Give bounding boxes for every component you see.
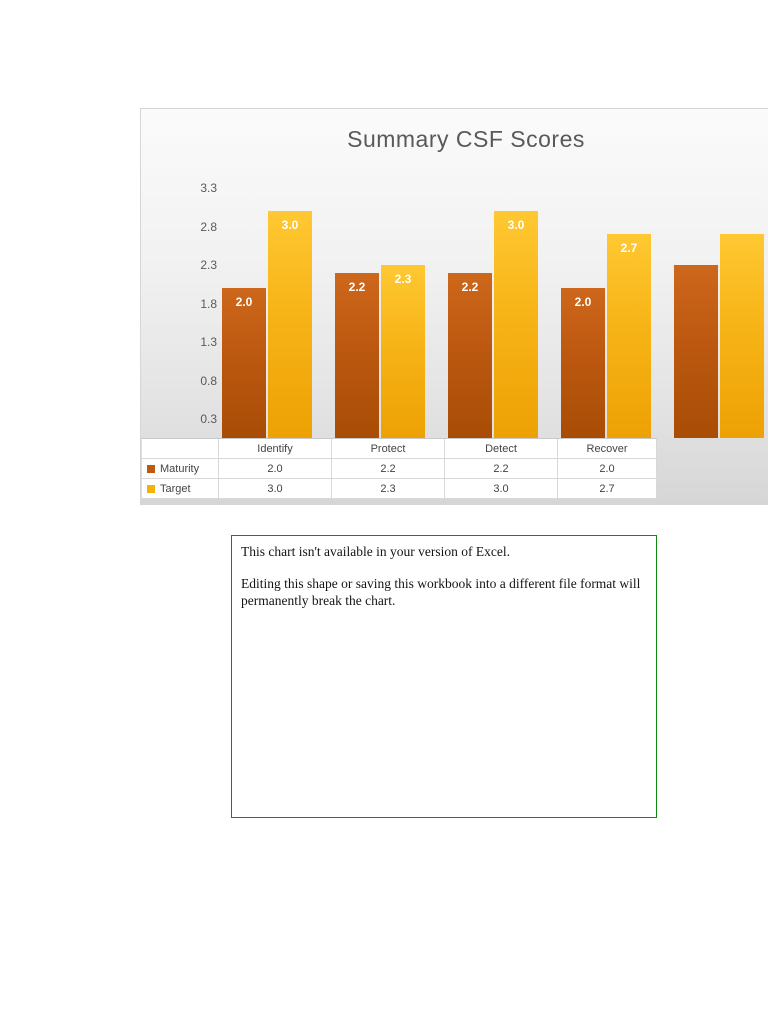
- notice-line-2: Editing this shape or saving this workbo…: [241, 576, 641, 608]
- legend-cell-label: Maturity: [160, 462, 200, 475]
- table-header-cell-label: Recover: [586, 442, 628, 455]
- bar-data-label: 3.0: [507, 218, 525, 232]
- table-value-cell: 2.0: [558, 459, 657, 479]
- table-value-cell: 3.0: [219, 479, 332, 499]
- chart-title: Summary CSF Scores: [347, 126, 585, 152]
- table-header-cell-label: Identify: [257, 442, 293, 455]
- table-header-cell: Recover: [558, 439, 657, 459]
- table-value-cell: 2.3: [332, 479, 445, 499]
- maturity-bar: 2.2: [335, 272, 379, 438]
- table-header-cell: Detect: [445, 439, 558, 459]
- y-axis-label: 2.8: [200, 219, 217, 234]
- maturity-bar: 2.0: [561, 288, 605, 438]
- table-value-cell-label: 2.3: [380, 482, 396, 495]
- chart-canvas: Summary CSF Scores 3.3 2.8 2.3 1.8 1.3 0.8 0.3…: [141, 109, 768, 504]
- maturity-bar: 2.2: [448, 272, 492, 438]
- target-bar: [720, 234, 764, 438]
- table-header-cell-label: Protect: [370, 442, 406, 455]
- table-corner-cell: [142, 439, 219, 459]
- maturity-bar: 2.0: [222, 288, 266, 438]
- y-axis-label: 2.3: [200, 258, 217, 272]
- y-axis-label: 1.8: [200, 296, 217, 311]
- table-value-cell: 2.0: [219, 459, 332, 479]
- y-axis-label: 0.3: [200, 412, 217, 426]
- target-bar: 2.7: [607, 234, 651, 438]
- bar-data-label: 2.7: [620, 241, 638, 256]
- excel-chart-image: Summary CSF Scores 3.3 2.8 2.3 1.8 1.3 0.8 0.3…: [140, 108, 768, 505]
- table-header-cell: Identify: [219, 439, 332, 459]
- table-value-cell-label: 3.0: [493, 482, 509, 495]
- table-value-cell: 2.7: [558, 479, 657, 499]
- bar-data-label: 2.2: [348, 279, 366, 294]
- table-value-cell-label: 2.2: [493, 462, 509, 475]
- table-value-cell-label: 3.0: [267, 482, 283, 495]
- target-bar: 3.0: [268, 211, 312, 438]
- bar-data-label: 3.0: [281, 218, 299, 232]
- y-axis-label: 3.3: [200, 181, 217, 195]
- bar-data-label: 2.2: [461, 279, 479, 294]
- target-bar: 3.0: [494, 211, 538, 438]
- bar-data-label: 2.0: [574, 295, 592, 309]
- legend-swatch-icon: [147, 484, 155, 493]
- legend-cell: Target: [142, 479, 219, 499]
- legend-cell: Maturity: [142, 459, 219, 479]
- legend-swatch-icon: [147, 464, 155, 473]
- bar-data-label: 2.0: [235, 295, 253, 309]
- maturity-bar: [674, 264, 718, 438]
- notice-line-1: This chart isn't available in your versi…: [241, 544, 510, 559]
- y-axis-label: 1.3: [200, 335, 217, 349]
- chart-unavailable-notice: This chart isn't available in your versi…: [231, 535, 657, 818]
- table-header-cell: Protect: [332, 439, 445, 459]
- y-axis-label: 0.8: [200, 373, 217, 388]
- bar-data-label: 2.3: [394, 271, 412, 286]
- table-value-cell: 2.2: [445, 459, 558, 479]
- target-bar: 2.3: [381, 264, 425, 438]
- legend-cell-label: Target: [160, 482, 191, 495]
- table-value-cell-label: 2.0: [599, 462, 615, 475]
- table-value-cell-label: 2.2: [380, 462, 396, 475]
- table-value-cell: 3.0: [445, 479, 558, 499]
- table-header-cell-label: Detect: [485, 442, 517, 455]
- table-value-cell: 2.2: [332, 459, 445, 479]
- chart-data-table: Identify Protect Detect Recover Maturity 2.0 2…: [141, 438, 657, 499]
- plot-area: 2.0 3.0 2.2 2.3 2.2 3.0 2.0 2.7: [141, 109, 768, 438]
- table-value-cell-label: 2.7: [599, 482, 615, 495]
- table-value-cell-label: 2.0: [267, 462, 283, 475]
